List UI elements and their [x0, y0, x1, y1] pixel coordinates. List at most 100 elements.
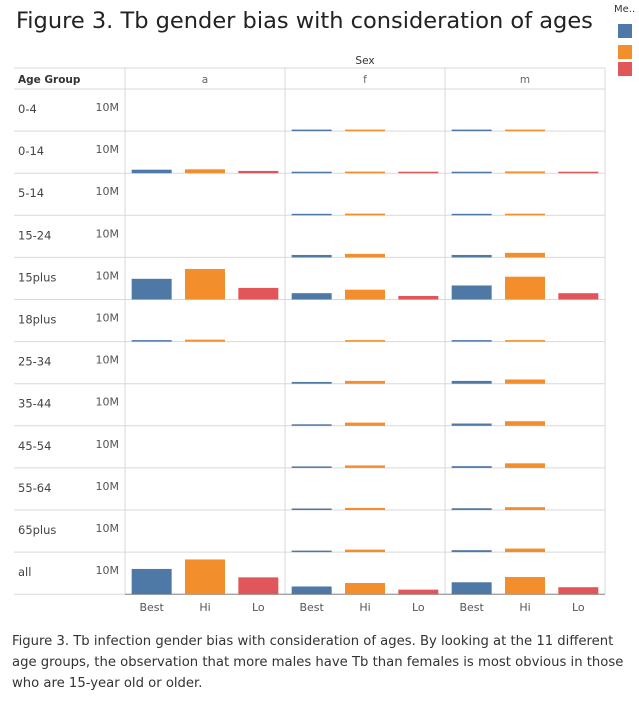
- y-tick-label: 10M: [96, 354, 120, 367]
- legend-swatch-hi[interactable]: [618, 45, 632, 59]
- row-label-65plus: 65plus: [18, 523, 56, 537]
- figure-caption: Figure 3. Tb infection gender bias with …: [12, 634, 624, 691]
- bar-35-44-m-hi: [505, 421, 545, 426]
- y-tick-label: 10M: [96, 269, 120, 282]
- bar-5-14-m-hi: [505, 213, 545, 216]
- row-label-35-44: 35-44: [18, 397, 51, 411]
- bar-0-14-f-hi: [345, 171, 385, 174]
- bar-5-14-f-best: [291, 213, 332, 216]
- y-tick-label: 10M: [96, 312, 120, 325]
- bar-all-a-hi: [185, 559, 225, 595]
- bar-25-34-f-hi: [345, 380, 385, 384]
- bar-65plus-f-best: [291, 550, 332, 553]
- legend-swatch-best[interactable]: [618, 24, 632, 38]
- bar-15-24-f-hi: [345, 253, 385, 258]
- bar-0-4-m-hi: [505, 129, 545, 132]
- bar-all-m-hi: [505, 577, 545, 595]
- x-tick-label-hi: Hi: [199, 601, 210, 614]
- bar-35-44-m-best: [451, 423, 492, 426]
- bar-35-44-f-best: [291, 424, 332, 426]
- y-tick-label: 10M: [96, 438, 120, 451]
- legend: Me..: [614, 4, 639, 76]
- row-header-age-group: Age Group: [18, 74, 81, 86]
- bar-18plus-f-hi: [345, 340, 385, 342]
- bar-0-14-f-lo: [398, 171, 439, 174]
- bar-15plus-a-hi: [185, 268, 225, 300]
- column-label-m: m: [520, 74, 530, 86]
- bar-all-f-lo: [398, 589, 439, 595]
- x-tick-label-lo: Lo: [252, 601, 265, 614]
- bar-55-64-m-best: [451, 508, 492, 510]
- x-tick-label-lo: Lo: [572, 601, 585, 614]
- bar-25-34-f-best: [291, 381, 332, 384]
- bar-chart-grid: Sex Age Group a f m 0-4 10M 0-14 10M 5-14 10M 15-…: [14, 55, 606, 614]
- x-tick-label-hi: Hi: [519, 601, 530, 614]
- bar-all-f-best: [291, 586, 332, 595]
- bar-0-14-a-best: [131, 169, 172, 174]
- bar-18plus-m-best: [451, 340, 492, 342]
- y-tick-label: 10M: [96, 143, 120, 156]
- bar-65plus-m-best: [451, 550, 492, 553]
- y-tick-label: 10M: [96, 227, 120, 240]
- y-tick-label: 10M: [96, 522, 120, 535]
- row-label-5-14: 5-14: [18, 186, 44, 200]
- y-tick-label: 10M: [96, 185, 120, 198]
- bar-5-14-f-hi: [345, 213, 385, 216]
- bar-65plus-m-hi: [505, 548, 545, 553]
- bar-5-14-m-best: [451, 213, 492, 216]
- bar-15plus-a-lo: [238, 287, 279, 300]
- y-tick-label: 10M: [96, 101, 120, 114]
- row-label-18plus: 18plus: [18, 313, 56, 327]
- bar-15-24-f-best: [291, 254, 332, 258]
- bar-15plus-f-best: [291, 293, 332, 300]
- bar-15plus-a-best: [131, 278, 172, 300]
- row-label-all: all: [18, 565, 31, 579]
- bar-18plus-m-hi: [505, 340, 545, 342]
- bar-all-a-lo: [238, 577, 279, 595]
- bar-0-14-a-hi: [185, 169, 225, 174]
- chart-title: Figure 3. Tb gender bias with considerat…: [16, 8, 593, 34]
- x-tick-label-hi: Hi: [359, 601, 370, 614]
- bar-0-14-m-lo: [558, 171, 599, 174]
- bar-18plus-a-best: [131, 340, 172, 342]
- y-tick-label: 10M: [96, 480, 120, 493]
- bar-45-54-m-best: [451, 466, 492, 468]
- y-tick-label: 10M: [96, 564, 120, 577]
- bar-25-34-m-hi: [505, 379, 545, 384]
- bar-55-64-m-hi: [505, 507, 545, 510]
- bar-0-14-m-best: [451, 171, 492, 174]
- bar-0-14-m-hi: [505, 171, 545, 174]
- row-label-15plus: 15plus: [18, 270, 56, 284]
- bar-0-4-f-hi: [345, 129, 385, 132]
- bar-15plus-m-lo: [558, 293, 599, 300]
- bar-all-a-best: [131, 568, 172, 595]
- row-label-25-34: 25-34: [18, 355, 51, 369]
- y-tick-label: 10M: [96, 396, 120, 409]
- bar-45-54-m-hi: [505, 463, 545, 468]
- row-label-0-14: 0-14: [18, 144, 44, 158]
- bar-15-24-m-best: [451, 254, 492, 258]
- row-label-45-54: 45-54: [18, 439, 51, 453]
- bar-15plus-f-lo: [398, 295, 439, 300]
- bar-0-14-a-lo: [238, 170, 279, 174]
- bar-35-44-f-hi: [345, 422, 385, 426]
- bar-18plus-a-hi: [185, 339, 225, 342]
- bar-15plus-f-hi: [345, 289, 385, 300]
- bar-all-m-best: [451, 582, 492, 595]
- x-tick-label-best: Best: [459, 601, 484, 614]
- bar-0-4-m-best: [451, 129, 492, 132]
- column-label-a: a: [202, 74, 208, 86]
- legend-title[interactable]: Me..: [614, 4, 636, 15]
- x-tick-label-best: Best: [299, 601, 324, 614]
- x-tick-label-best: Best: [139, 601, 164, 614]
- bar-45-54-f-hi: [345, 465, 385, 468]
- legend-swatch-lo[interactable]: [618, 62, 632, 76]
- bar-0-14-f-best: [291, 171, 332, 174]
- bar-25-34-m-best: [451, 380, 492, 384]
- bar-all-m-lo: [558, 587, 599, 595]
- bar-65plus-f-hi: [345, 549, 385, 553]
- bar-15plus-m-best: [451, 285, 492, 300]
- column-header-sex: Sex: [355, 55, 374, 67]
- row-label-55-64: 55-64: [18, 481, 51, 495]
- bar-all-f-hi: [345, 582, 385, 595]
